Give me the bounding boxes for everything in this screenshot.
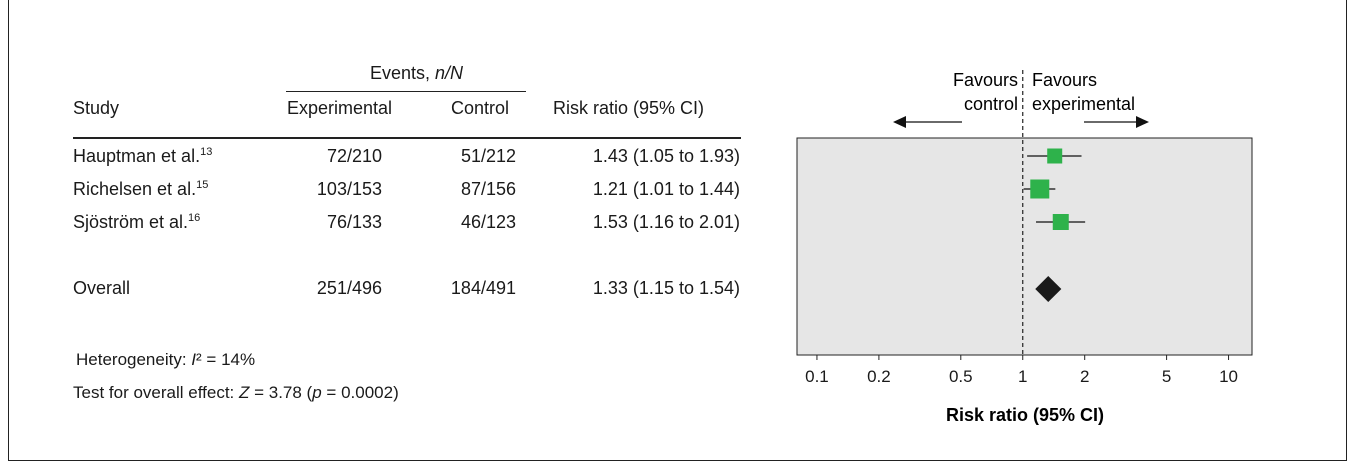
risk-ratio-value: 1.43 (1.05 to 1.93) bbox=[592, 146, 740, 166]
x-axis-label: Risk ratio (95% CI) bbox=[946, 405, 1104, 425]
favours-right-line2: experimental bbox=[1032, 94, 1135, 114]
study-point-box bbox=[1047, 148, 1063, 164]
x-tick-label: 0.1 bbox=[805, 367, 829, 386]
x-tick-label: 10 bbox=[1219, 367, 1238, 386]
events-header: Events, n/N bbox=[370, 62, 463, 84]
x-tick-label: 2 bbox=[1080, 367, 1089, 386]
events-underline bbox=[286, 91, 526, 92]
reference-number: 16 bbox=[188, 212, 201, 224]
arrow-left bbox=[893, 116, 962, 128]
control-events: 87/156 bbox=[460, 179, 516, 199]
overall-risk-ratio: 1.33 (1.15 to 1.54) bbox=[592, 278, 740, 298]
study-name: Richelsen et al.15 bbox=[73, 179, 209, 199]
study-name: Hauptman et al.13 bbox=[73, 146, 213, 166]
column-header-control: Control bbox=[451, 98, 510, 118]
overall-experimental-events: 251/496 bbox=[316, 278, 382, 298]
header-rule bbox=[73, 137, 741, 139]
favours-left-line2: control bbox=[964, 94, 1018, 114]
favours-left-line1: Favours bbox=[953, 70, 1018, 90]
events-header-text: Events, bbox=[370, 63, 436, 83]
heterogeneity-text: Heterogeneity: I² = 14% bbox=[76, 350, 256, 369]
reference-number: 15 bbox=[196, 179, 209, 191]
risk-ratio-value: 1.53 (1.16 to 2.01) bbox=[592, 212, 740, 232]
column-header-experimental: Experimental bbox=[287, 98, 393, 118]
column-header-risk-ratio: Risk ratio (95% CI) bbox=[553, 98, 705, 118]
events-header-italic: n/N bbox=[435, 63, 464, 83]
study-name: Sjöström et al.16 bbox=[73, 212, 201, 232]
control-events: 51/212 bbox=[460, 146, 516, 166]
x-tick-label: 5 bbox=[1162, 367, 1171, 386]
control-events: 46/123 bbox=[460, 212, 516, 232]
x-tick-label: 0.5 bbox=[949, 367, 973, 386]
favours-right-line1: Favours bbox=[1032, 70, 1097, 90]
experimental-events: 76/133 bbox=[326, 212, 382, 232]
column-header-study: Study bbox=[73, 98, 120, 118]
overall-effect-test-text: Test for overall effect: Z = 3.78 (p = 0… bbox=[73, 383, 399, 402]
x-tick-label: 1 bbox=[1018, 367, 1027, 386]
figure-frame bbox=[8, 0, 1347, 461]
x-tick-label: 0.2 bbox=[867, 367, 891, 386]
arrow-right bbox=[1084, 116, 1149, 128]
study-point-box bbox=[1052, 214, 1069, 230]
experimental-events: 103/153 bbox=[316, 179, 382, 199]
reference-number: 13 bbox=[200, 146, 213, 158]
study-point-box bbox=[1030, 179, 1050, 199]
plot-panel bbox=[796, 137, 1253, 356]
risk-ratio-value: 1.21 (1.01 to 1.44) bbox=[592, 179, 740, 199]
overall-label: Overall bbox=[73, 278, 131, 298]
overall-diamond bbox=[1035, 276, 1062, 302]
experimental-events: 72/210 bbox=[326, 146, 382, 166]
overall-control-events: 184/491 bbox=[450, 278, 516, 298]
